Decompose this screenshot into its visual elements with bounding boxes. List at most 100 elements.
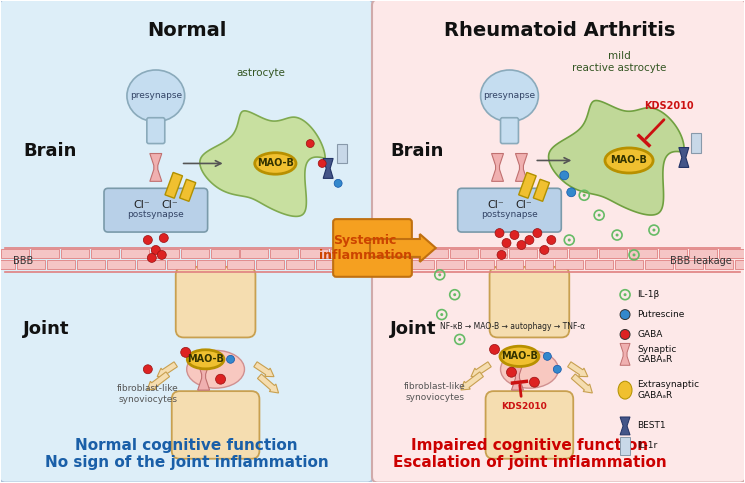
Text: BBB: BBB xyxy=(13,256,34,266)
Bar xyxy=(569,249,597,258)
FancyBboxPatch shape xyxy=(486,391,573,459)
Text: Brain: Brain xyxy=(23,142,77,159)
Text: presynapse: presynapse xyxy=(484,91,536,100)
FancyBboxPatch shape xyxy=(489,267,569,338)
Text: IL-1β: IL-1β xyxy=(637,290,659,299)
Ellipse shape xyxy=(501,350,558,388)
Polygon shape xyxy=(533,179,550,201)
Text: MAO-B: MAO-B xyxy=(257,158,294,169)
Text: BEST1: BEST1 xyxy=(637,422,665,430)
Text: postsynapse: postsynapse xyxy=(127,210,184,219)
Bar xyxy=(211,249,238,258)
Ellipse shape xyxy=(127,70,185,122)
Bar xyxy=(17,260,45,269)
Ellipse shape xyxy=(481,70,539,122)
Circle shape xyxy=(440,313,443,316)
FancyBboxPatch shape xyxy=(176,267,256,338)
Text: Rheumatoid Arthritis: Rheumatoid Arthritis xyxy=(443,21,675,40)
Text: MAO-B: MAO-B xyxy=(187,355,224,364)
Bar xyxy=(241,249,268,258)
Circle shape xyxy=(583,194,586,197)
Polygon shape xyxy=(620,417,630,435)
Ellipse shape xyxy=(187,350,224,369)
Polygon shape xyxy=(679,147,689,168)
Bar xyxy=(620,437,630,455)
Text: Normal cognitive function: Normal cognitive function xyxy=(75,438,298,454)
Bar xyxy=(300,249,328,258)
Text: fibroblast-like
synoviocytes: fibroblast-like synoviocytes xyxy=(117,384,179,404)
Bar xyxy=(91,249,119,258)
Circle shape xyxy=(540,245,549,255)
Circle shape xyxy=(633,254,635,256)
Bar xyxy=(286,260,314,269)
Circle shape xyxy=(489,344,500,355)
Bar xyxy=(420,249,448,258)
Circle shape xyxy=(543,353,551,360)
Bar xyxy=(615,260,643,269)
Circle shape xyxy=(510,230,519,240)
Circle shape xyxy=(533,228,542,238)
Text: KDS2010: KDS2010 xyxy=(501,402,548,411)
Polygon shape xyxy=(512,362,524,390)
Polygon shape xyxy=(519,172,536,198)
Circle shape xyxy=(615,234,618,237)
Polygon shape xyxy=(548,100,684,215)
Text: IL-1r: IL-1r xyxy=(637,441,657,450)
Circle shape xyxy=(559,171,568,180)
Bar xyxy=(197,260,224,269)
Bar xyxy=(436,260,463,269)
Text: astrocyte: astrocyte xyxy=(236,68,285,78)
Bar xyxy=(705,260,732,269)
Text: MAO-B: MAO-B xyxy=(611,156,647,166)
Text: NF-κB → MAO-B → autophagy → TNF-α: NF-κB → MAO-B → autophagy → TNF-α xyxy=(440,322,585,331)
Text: Escalation of joint inflammation: Escalation of joint inflammation xyxy=(393,455,666,470)
Bar xyxy=(450,249,478,258)
Circle shape xyxy=(620,329,630,340)
Text: KDS2010: KDS2010 xyxy=(644,101,694,111)
Bar xyxy=(337,143,347,163)
Bar xyxy=(121,249,149,258)
Circle shape xyxy=(597,213,600,217)
Text: mild
reactive astrocyte: mild reactive astrocyte xyxy=(572,51,666,73)
Bar xyxy=(691,133,701,153)
Circle shape xyxy=(568,239,571,242)
FancyArrow shape xyxy=(157,362,177,377)
Circle shape xyxy=(453,293,456,296)
FancyArrow shape xyxy=(461,372,484,390)
Circle shape xyxy=(507,367,516,377)
Bar xyxy=(689,249,717,258)
Bar xyxy=(77,260,105,269)
Bar xyxy=(555,260,583,269)
Text: Systemic
inflammation: Systemic inflammation xyxy=(319,234,411,262)
Bar xyxy=(629,249,657,258)
FancyArrow shape xyxy=(568,362,588,377)
Circle shape xyxy=(151,245,160,255)
Text: Impaired cognitive function: Impaired cognitive function xyxy=(410,438,648,454)
Bar xyxy=(107,260,135,269)
Text: MAO-B: MAO-B xyxy=(501,351,538,361)
Ellipse shape xyxy=(187,350,244,388)
Circle shape xyxy=(620,310,630,320)
Text: Extrasynaptic
GABAₐR: Extrasynaptic GABAₐR xyxy=(637,381,699,400)
Circle shape xyxy=(458,338,461,341)
Ellipse shape xyxy=(255,153,296,174)
Circle shape xyxy=(159,234,168,242)
Bar xyxy=(675,260,703,269)
Bar xyxy=(167,260,194,269)
Bar xyxy=(510,249,537,258)
Bar xyxy=(735,260,745,269)
FancyArrow shape xyxy=(147,372,170,390)
Bar xyxy=(360,249,388,258)
FancyArrow shape xyxy=(370,234,436,262)
Text: fibroblast-like
synoviocytes: fibroblast-like synoviocytes xyxy=(404,382,466,401)
Bar xyxy=(719,249,745,258)
Circle shape xyxy=(567,188,576,197)
Ellipse shape xyxy=(618,381,632,399)
Circle shape xyxy=(215,374,226,384)
Bar xyxy=(256,260,285,269)
Bar xyxy=(226,260,255,269)
Circle shape xyxy=(143,236,152,244)
Bar xyxy=(346,260,374,269)
Circle shape xyxy=(181,347,191,357)
Polygon shape xyxy=(516,154,527,181)
